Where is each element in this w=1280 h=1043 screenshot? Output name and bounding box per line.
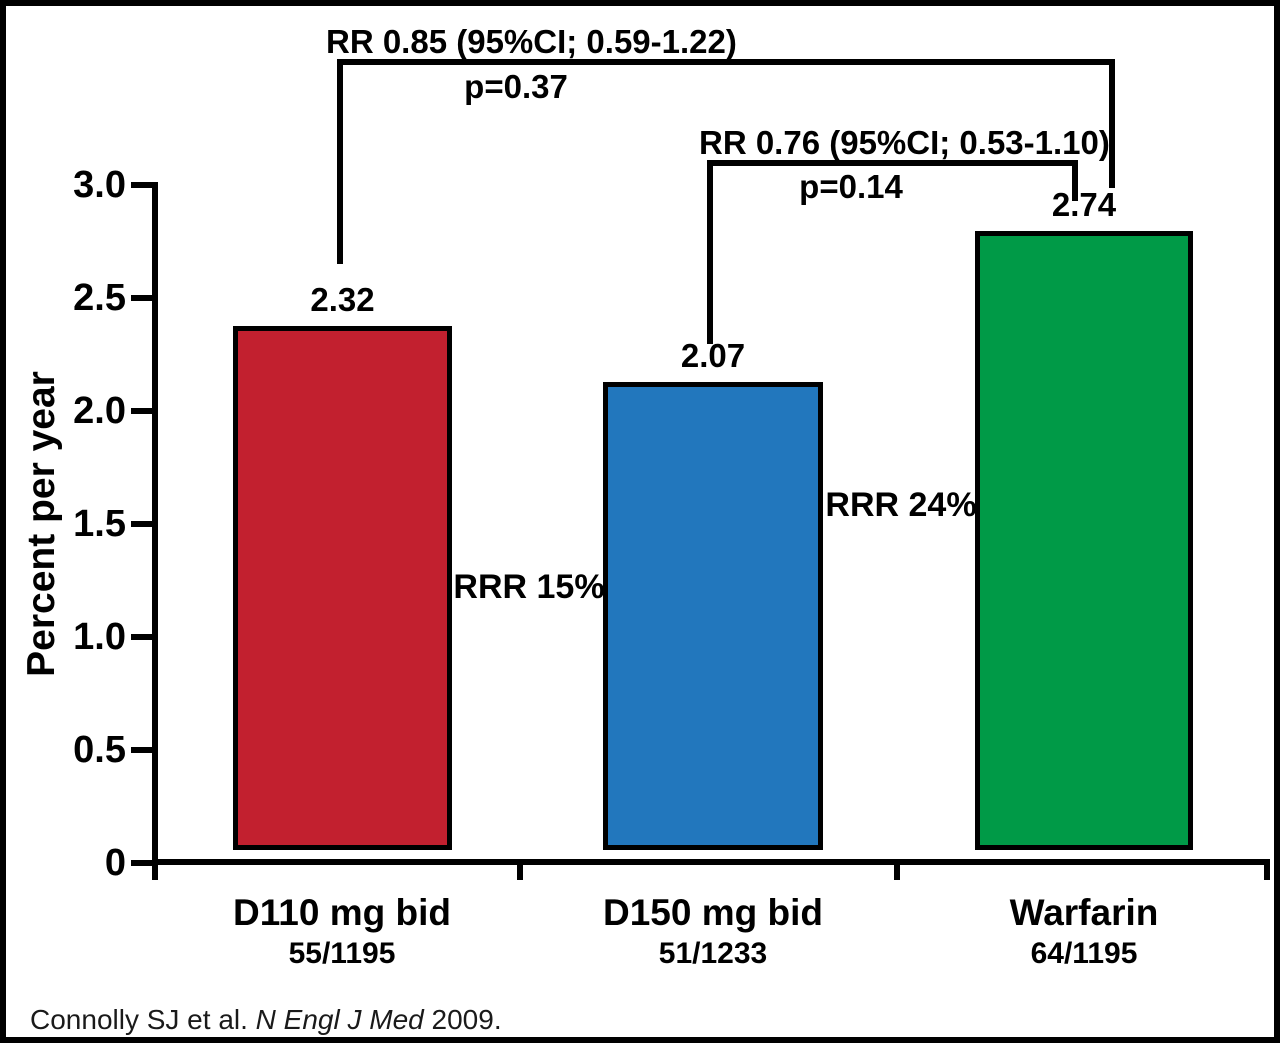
bracket-1-right-leg xyxy=(1109,59,1115,188)
y-tick-mark xyxy=(131,634,154,640)
comparison-1-rr-label: RR 0.85 (95%CI; 0.59-1.22) xyxy=(326,23,737,60)
bar-d150: 2.07 xyxy=(603,337,823,850)
citation-prefix: Connolly SJ et al. xyxy=(30,1004,256,1035)
y-tick-label: 2.5 xyxy=(73,277,126,319)
citation-suffix: 2009. xyxy=(423,1004,502,1035)
bracket-2-horizontal xyxy=(707,160,1078,166)
category-label-warfarin: Warfarin xyxy=(1009,892,1159,933)
citation-journal: N Engl J Med xyxy=(255,1004,424,1035)
y-tick-label: 1.5 xyxy=(73,503,126,545)
x-tick-mark xyxy=(894,865,900,880)
bracket-1-horizontal xyxy=(337,59,1115,65)
category-count-d110: 55/1195 xyxy=(288,937,396,970)
rrr-15-label: RRR 15% xyxy=(453,568,605,606)
bar-d150-value: 2.07 xyxy=(680,337,746,374)
comparison-1-p-label: p=0.37 xyxy=(464,68,568,105)
y-tick-label: 1.0 xyxy=(73,616,126,658)
y-tick-label: 2.0 xyxy=(73,390,126,432)
bar-warfarin-rect xyxy=(975,231,1193,850)
x-tick-mark xyxy=(152,865,158,880)
y-tick-label: 0 xyxy=(104,842,126,884)
y-tick-mark xyxy=(131,521,154,527)
x-tick-mark xyxy=(1264,865,1270,880)
bar-d150-rect xyxy=(603,382,823,850)
rrr-24-label: RRR 24% xyxy=(825,486,977,524)
y-tick-label: 0.5 xyxy=(73,729,126,771)
bar-warfarin: 2.74 xyxy=(975,186,1193,850)
citation: Connolly SJ et al. N Engl J Med 2009. xyxy=(30,1004,502,1036)
y-tick-label: 3.0 xyxy=(73,164,126,206)
bracket-1-left-leg xyxy=(337,59,343,264)
bracket-2-left-leg xyxy=(707,160,713,344)
y-tick-mark xyxy=(131,860,154,866)
bar-warfarin-value: 2.74 xyxy=(1051,186,1117,223)
y-axis-line xyxy=(152,182,158,865)
x-axis-line xyxy=(152,859,1270,865)
comparison-2-p-label: p=0.14 xyxy=(799,168,903,205)
bar-d110: 2.32 xyxy=(233,281,452,850)
category-label-d110: D110 mg bid xyxy=(233,892,451,933)
bar-d110-rect xyxy=(233,326,452,850)
category-count-warfarin: 64/1195 xyxy=(1030,937,1138,970)
comparison-2-rr-label: RR 0.76 (95%CI; 0.53-1.10) xyxy=(699,124,1110,161)
y-tick-mark xyxy=(131,182,154,188)
x-tick-mark xyxy=(517,865,523,880)
bracket-2-right-leg xyxy=(1072,160,1078,201)
category-label-d150: D150 mg bid xyxy=(603,892,823,933)
category-count-d150: 51/1233 xyxy=(658,937,768,970)
y-tick-mark xyxy=(131,747,154,753)
y-tick-mark xyxy=(131,295,154,301)
bar-d110-value: 2.32 xyxy=(310,281,375,318)
y-tick-mark xyxy=(131,408,154,414)
